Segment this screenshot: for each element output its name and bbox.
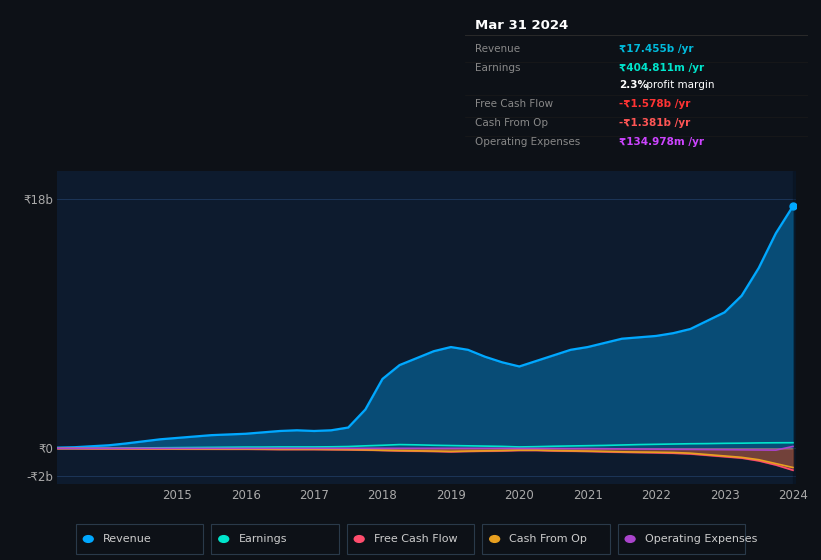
Text: -₹1.381b /yr: -₹1.381b /yr: [619, 118, 690, 128]
Text: ₹134.978m /yr: ₹134.978m /yr: [619, 137, 704, 147]
Text: Earnings: Earnings: [475, 63, 521, 73]
Text: 2.3%: 2.3%: [619, 80, 648, 90]
Text: -₹1.578b /yr: -₹1.578b /yr: [619, 99, 690, 109]
Text: profit margin: profit margin: [643, 80, 714, 90]
Text: Cash From Op: Cash From Op: [475, 118, 548, 128]
Text: Operating Expenses: Operating Expenses: [645, 534, 757, 544]
Text: ₹404.811m /yr: ₹404.811m /yr: [619, 63, 704, 73]
Text: Operating Expenses: Operating Expenses: [475, 137, 580, 147]
Text: Free Cash Flow: Free Cash Flow: [475, 99, 553, 109]
Text: Cash From Op: Cash From Op: [509, 534, 587, 544]
Text: Revenue: Revenue: [103, 534, 152, 544]
Text: Free Cash Flow: Free Cash Flow: [374, 534, 457, 544]
Text: Earnings: Earnings: [238, 534, 287, 544]
Bar: [793, 171, 796, 484]
Text: Mar 31 2024: Mar 31 2024: [475, 20, 568, 32]
Text: ₹17.455b /yr: ₹17.455b /yr: [619, 44, 694, 54]
Text: Revenue: Revenue: [475, 44, 521, 54]
